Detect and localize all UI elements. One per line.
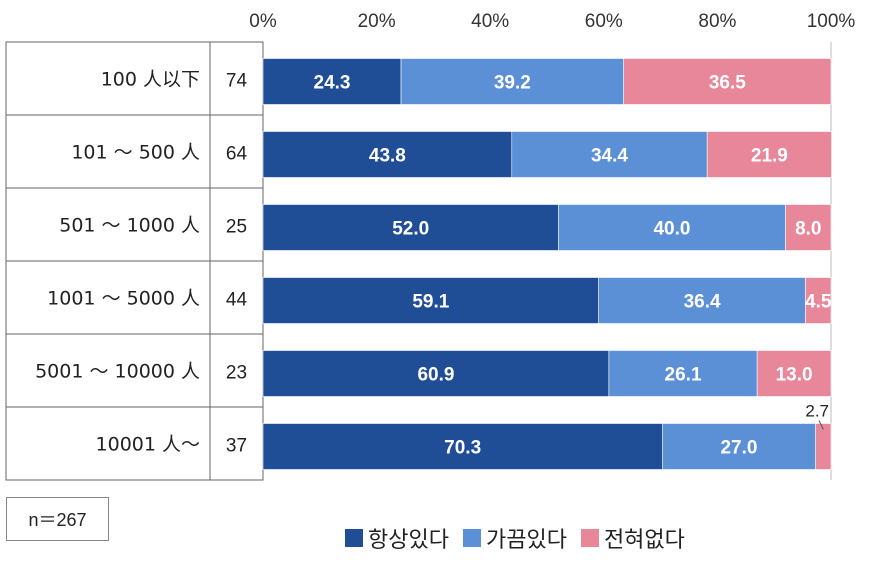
category-label: 1001 ～ 5000 人 xyxy=(47,288,200,310)
data-label: 59.1 xyxy=(412,292,449,313)
legend-item-never: 전혀없다 xyxy=(580,522,685,554)
data-label: 24.3 xyxy=(314,73,351,94)
legend-label-always: 항상있다 xyxy=(368,528,449,553)
legend-item-always: 항상있다 xyxy=(345,522,449,554)
bar-segment xyxy=(262,131,513,178)
x-tick-label: 20% xyxy=(358,11,396,32)
bar-segment xyxy=(262,277,599,324)
data-label: 21.9 xyxy=(751,146,788,167)
x-tick-label: 100% xyxy=(807,11,856,32)
x-tick-label: 0% xyxy=(249,11,277,32)
legend-label-sometimes: 가끔있다 xyxy=(485,528,567,553)
count-label: 64 xyxy=(226,144,248,165)
legend-swatch-always xyxy=(345,529,363,547)
count-label: 37 xyxy=(226,436,247,457)
bar-segment xyxy=(805,277,832,324)
category-label: 10001 人～ xyxy=(96,434,200,456)
data-label: 36.4 xyxy=(684,292,721,313)
bar-segment xyxy=(558,204,786,251)
data-label: 40.0 xyxy=(653,219,690,240)
category-label: 5001 ～ 10000 人 xyxy=(35,361,200,383)
bar-segment xyxy=(756,350,832,397)
count-label: 74 xyxy=(226,71,248,92)
count-label: 44 xyxy=(226,290,248,311)
category-label: 101 ～ 500 人 xyxy=(71,142,200,164)
sample-size-label: n＝267 xyxy=(28,510,87,530)
count-label: 23 xyxy=(226,363,247,384)
legend: 항상있다 가끔있다 전혀없다 xyxy=(345,522,685,554)
x-tick-label: 60% xyxy=(585,11,623,32)
data-label-outside: 2.7 xyxy=(805,402,829,421)
data-label: 34.4 xyxy=(591,146,628,167)
legend-swatch-never xyxy=(580,529,599,547)
data-label: 60.9 xyxy=(417,365,454,386)
bar-segment xyxy=(706,131,832,178)
data-label: 70.3 xyxy=(444,438,481,459)
x-tick-label: 80% xyxy=(698,11,736,32)
category-label: 501 ～ 1000 人 xyxy=(59,215,200,237)
bar-segment xyxy=(785,204,832,251)
x-tick-label: 40% xyxy=(471,11,509,32)
bar-segment xyxy=(598,277,806,324)
bar-segment xyxy=(262,350,610,397)
bar-segment xyxy=(262,423,663,470)
count-label: 25 xyxy=(226,217,247,238)
bar-segment xyxy=(662,423,816,470)
data-label: 39.2 xyxy=(494,73,531,94)
data-label: 27.0 xyxy=(720,438,757,459)
bar-segment xyxy=(511,131,708,178)
bar-segment xyxy=(400,58,624,105)
category-label: 100 人以下 xyxy=(101,69,200,91)
data-label: 26.1 xyxy=(665,365,702,386)
bar-segment xyxy=(623,58,832,105)
bar-segment xyxy=(262,58,402,105)
data-label: 4.5 xyxy=(805,292,832,313)
legend-label-never: 전혀없다 xyxy=(603,528,685,553)
sample-size-box: n＝267 xyxy=(6,497,109,541)
data-label: 52.0 xyxy=(392,219,429,240)
legend-swatch-sometimes xyxy=(462,529,481,547)
data-label: 36.5 xyxy=(709,73,746,94)
data-label-leader xyxy=(818,420,824,430)
legend-item-sometimes: 가끔있다 xyxy=(462,522,567,554)
data-label: 13.0 xyxy=(776,365,813,386)
data-label: 43.8 xyxy=(369,146,406,167)
bar-segment xyxy=(815,423,832,470)
data-label: 8.0 xyxy=(795,219,821,240)
